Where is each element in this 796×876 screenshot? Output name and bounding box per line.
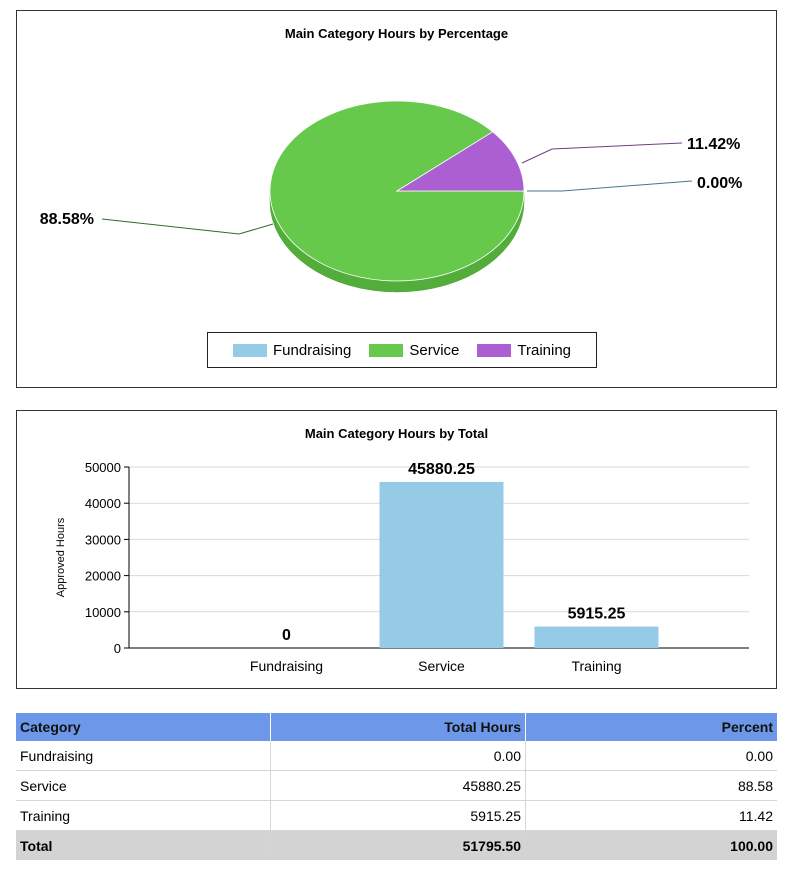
- pie-chart: 0.00% 88.58% 11.42%: [40, 100, 742, 293]
- table-total-row: Total 51795.50 100.00: [16, 830, 777, 860]
- legend-label-service: Service: [409, 341, 460, 359]
- bar-chart-title: Main Category Hours by Total: [304, 426, 489, 441]
- cell-category: Service: [16, 770, 271, 801]
- table-row: Service 45880.25 88.58: [16, 770, 777, 801]
- leader-line-fundraising: [527, 180, 693, 192]
- bar-chart-panel: Main Category Hours by Total 0 10000 20000…: [16, 410, 777, 689]
- y-tick-label: 40000: [85, 496, 121, 511]
- legend-swatch-service: [369, 343, 404, 357]
- x-tick-label-fundraising: Fundraising: [250, 658, 323, 674]
- header-percent: Percent: [525, 713, 777, 741]
- legend-swatch-fundraising: [232, 343, 267, 357]
- pie-slice-training: [395, 131, 525, 192]
- leader-line-training: [521, 142, 683, 164]
- y-tick-label: 0: [114, 641, 121, 656]
- y-tick-label: 20000: [85, 569, 121, 584]
- cell-category: Training: [16, 800, 271, 831]
- y-tick-label: 50000: [85, 460, 121, 475]
- cell-percent: 11.42: [525, 800, 777, 831]
- pie-label-fundraising: 0.00%: [697, 175, 742, 192]
- cell-category: Fundraising: [16, 741, 271, 771]
- header-total-hours: Total Hours: [270, 713, 526, 741]
- pie-chart-title: Main Category Hours by Percentage: [284, 26, 509, 41]
- x-tick-label-service: Service: [418, 658, 465, 674]
- cell-total-hours: 45880.25: [270, 770, 526, 801]
- table-row: Training 5915.25 11.42: [16, 800, 777, 831]
- leader-line-service: [101, 218, 274, 235]
- bar-data-label-fundraising: 0: [282, 627, 291, 644]
- bar-service: [379, 481, 504, 648]
- y-tick-label: 30000: [85, 532, 121, 547]
- total-hours: 51795.50: [270, 830, 526, 860]
- cell-total-hours: 0.00: [270, 741, 526, 771]
- legend-label-training: Training: [517, 341, 572, 359]
- hours-table: Category Total Hours Percent Fundraising…: [16, 713, 777, 860]
- cell-total-hours: 5915.25: [270, 800, 526, 831]
- bar-chart: 0 10000 20000 30000 40000 50000 Approved Hours…: [55, 460, 749, 674]
- legend-item-fundraising: Fundraising: [232, 341, 352, 359]
- bar-training: [534, 626, 659, 648]
- legend-item-service: Service: [369, 342, 459, 359]
- legend-item-training: Training: [477, 342, 571, 359]
- total-percent: 100.00: [525, 830, 777, 860]
- pie-chart-panel: Main Category Hours by Percentage 0.00% 8…: [16, 10, 777, 388]
- y-axis-label: Approved Hours: [55, 517, 67, 597]
- x-tick-label-training: Training: [571, 658, 621, 674]
- y-tick-label: 10000: [85, 605, 121, 620]
- cell-percent: 0.00: [525, 741, 777, 771]
- table-row: Fundraising 0.00 0.00: [16, 741, 777, 771]
- legend-swatch-training: [477, 343, 512, 357]
- header-category: Category: [16, 713, 271, 741]
- pie-label-training: 11.42%: [687, 136, 740, 153]
- pie-label-service: 88.58%: [40, 211, 94, 228]
- table-header-row: Category Total Hours Percent: [16, 713, 777, 741]
- cell-percent: 88.58: [525, 770, 777, 801]
- bar-data-label-training: 5915.25: [568, 606, 626, 623]
- bar-data-label-service: 45880.25: [408, 461, 475, 478]
- total-label: Total: [16, 830, 271, 860]
- legend-label-fundraising: Fundraising: [272, 341, 352, 359]
- pie-legend: Fundraising Service Training: [207, 332, 597, 368]
